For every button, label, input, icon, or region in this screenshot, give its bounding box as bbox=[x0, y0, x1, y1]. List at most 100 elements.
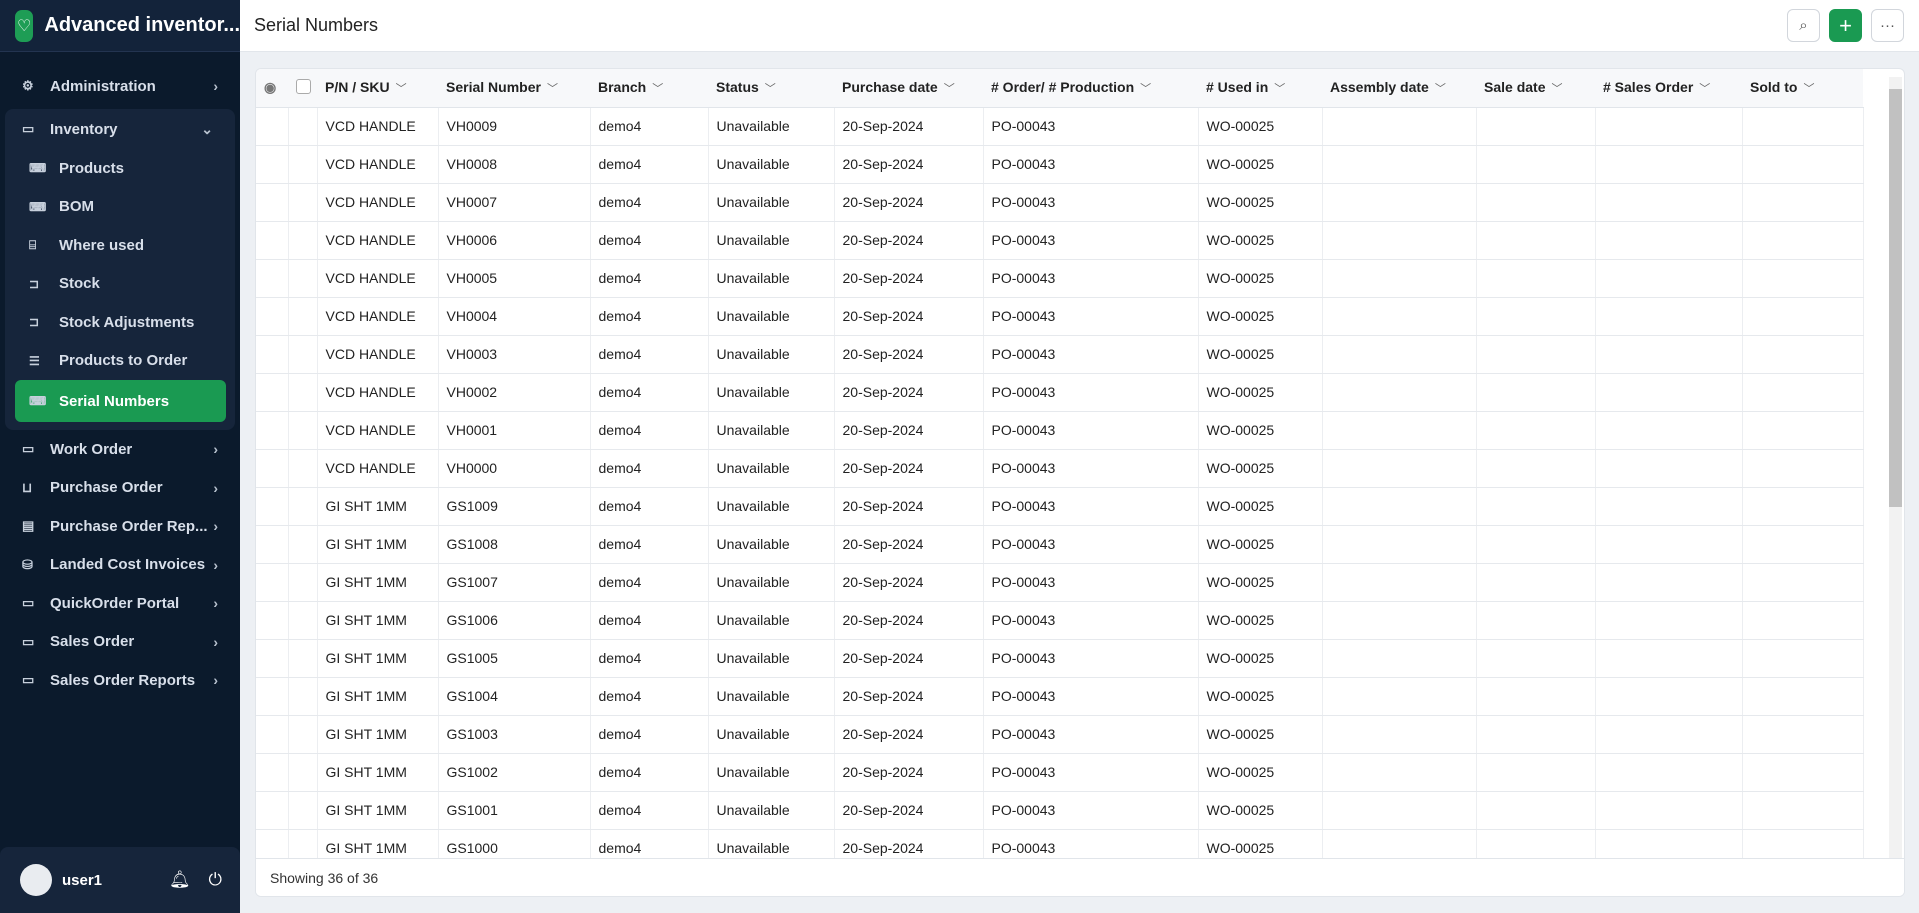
table-row[interactable]: GI SHT 1MM GS1009 demo4 Unavailable 20-Sep-2… bbox=[256, 487, 1864, 526]
table-row[interactable]: VCD HANDLE VH0002 demo4 Unavailable 20-Sep-2… bbox=[256, 373, 1864, 412]
select-all-checkbox[interactable] bbox=[288, 69, 317, 108]
add-button[interactable]: + bbox=[1829, 9, 1862, 42]
row-checkbox-cell[interactable] bbox=[288, 791, 318, 830]
cell-sold-to bbox=[1742, 677, 1864, 716]
column-header-p-n-sku[interactable]: P/N / SKU ﹀ bbox=[317, 69, 438, 108]
table-row[interactable]: VCD HANDLE VH0005 demo4 Unavailable 20-Sep-2… bbox=[256, 259, 1864, 298]
row-spacer bbox=[256, 183, 289, 222]
more-button[interactable]: ··· bbox=[1871, 9, 1904, 42]
row-checkbox-cell[interactable] bbox=[288, 259, 318, 298]
column-header-order-production[interactable]: # Order/ # Production ﹀ bbox=[983, 69, 1198, 108]
sidebar-item-products[interactable]: ⌨ Products bbox=[5, 149, 235, 188]
sidebar-item-inventory[interactable]: ▭ Inventory ⌄ bbox=[5, 109, 235, 149]
table-row[interactable]: VCD HANDLE VH0000 demo4 Unavailable 20-Sep-2… bbox=[256, 449, 1864, 488]
chevron-down-icon[interactable]: ﹀ bbox=[1699, 83, 1711, 96]
row-checkbox-cell[interactable] bbox=[288, 297, 318, 336]
row-checkbox-cell[interactable] bbox=[288, 639, 318, 678]
row-checkbox-cell[interactable] bbox=[288, 487, 318, 526]
row-checkbox-cell[interactable] bbox=[288, 411, 318, 450]
plug-icon[interactable]: ⏻ bbox=[208, 870, 222, 889]
row-checkbox-cell[interactable] bbox=[288, 373, 318, 412]
table-row[interactable]: GI SHT 1MM GS1003 demo4 Unavailable 20-Sep-2… bbox=[256, 715, 1864, 754]
column-header-sold-to[interactable]: Sold to ﹀ bbox=[1742, 69, 1863, 108]
cell-sale-date bbox=[1476, 411, 1596, 450]
table-row[interactable]: GI SHT 1MM GS1002 demo4 Unavailable 20-Sep-2… bbox=[256, 753, 1864, 792]
chevron-down-icon[interactable]: ﹀ bbox=[943, 83, 955, 96]
user-name[interactable]: user1 bbox=[62, 871, 103, 889]
vertical-scrollbar[interactable] bbox=[1889, 77, 1902, 859]
table-row[interactable]: VCD HANDLE VH0008 demo4 Unavailable 20-Sep-2… bbox=[256, 145, 1864, 184]
sidebar-item-work-order[interactable]: ▭ Work Order › bbox=[0, 430, 240, 469]
chevron-down-icon[interactable]: ﹀ bbox=[764, 83, 776, 96]
table-row[interactable]: GI SHT 1MM GS1005 demo4 Unavailable 20-Sep-2… bbox=[256, 639, 1864, 678]
row-checkbox-cell[interactable] bbox=[288, 601, 318, 640]
sidebar-item-sales-order[interactable]: ▭ Sales Order › bbox=[0, 623, 240, 662]
chevron-down-icon[interactable]: ﹀ bbox=[1551, 83, 1563, 96]
column-header-sale-date[interactable]: Sale date ﹀ bbox=[1476, 69, 1595, 108]
chevron-down-icon[interactable]: ﹀ bbox=[1274, 83, 1286, 96]
row-checkbox-cell[interactable] bbox=[288, 221, 318, 260]
search-button[interactable]: ⌕ bbox=[1787, 9, 1820, 42]
column-header-used-in[interactable]: # Used in ﹀ bbox=[1198, 69, 1322, 108]
bell-icon[interactable]: 🔔︎ bbox=[168, 870, 191, 889]
sidebar-item-landed-cost-invoices[interactable]: ⛁ Landed Cost Invoices › bbox=[0, 546, 240, 585]
column-header-purchase-date[interactable]: Purchase date ﹀ bbox=[834, 69, 983, 108]
table-row[interactable]: GI SHT 1MM GS1004 demo4 Unavailable 20-Sep-2… bbox=[256, 677, 1864, 716]
table-row[interactable]: VCD HANDLE VH0009 demo4 Unavailable 20-Sep-2… bbox=[256, 107, 1864, 146]
row-checkbox-cell[interactable] bbox=[288, 563, 318, 602]
row-checkbox-cell[interactable] bbox=[288, 449, 318, 488]
sidebar-item-serial-numbers[interactable]: ⌨ Serial Numbers bbox=[15, 380, 226, 422]
chevron-down-icon[interactable]: ﹀ bbox=[1434, 83, 1446, 96]
sidebar-item-purchase-order-rep[interactable]: ▤ Purchase Order Rep... › bbox=[0, 507, 240, 546]
chevron-down-icon[interactable]: ﹀ bbox=[652, 83, 664, 96]
cell-sales-order bbox=[1595, 487, 1743, 526]
row-checkbox-cell[interactable] bbox=[288, 677, 318, 716]
sidebar-item-where-used[interactable]: ⌸ Where used bbox=[5, 226, 235, 265]
chevron-down-icon[interactable]: ﹀ bbox=[1803, 83, 1815, 96]
sidebar-item-products-to-order[interactable]: ☰ Products to Order bbox=[5, 342, 235, 381]
row-checkbox-cell[interactable] bbox=[288, 525, 318, 564]
sidebar-item-administration[interactable]: ⚙ Administration › bbox=[0, 71, 240, 101]
sidebar-item-stock-adjustments[interactable]: ⊐ Stock Adjustments bbox=[5, 303, 235, 342]
sidebar-item-bom[interactable]: ⌨ BOM bbox=[5, 188, 235, 227]
column-header-serial-number[interactable]: Serial Number ﹀ bbox=[438, 69, 590, 108]
table-row[interactable]: VCD HANDLE VH0006 demo4 Unavailable 20-Sep-2… bbox=[256, 221, 1864, 260]
table-row[interactable]: GI SHT 1MM GS1006 demo4 Unavailable 20-Sep-2… bbox=[256, 601, 1864, 640]
table-row[interactable]: VCD HANDLE VH0007 demo4 Unavailable 20-Sep-2… bbox=[256, 183, 1864, 222]
cell-assembly-date bbox=[1322, 753, 1477, 792]
sidebar-item-quickorder-portal[interactable]: ▭ QuickOrder Portal › bbox=[0, 584, 240, 623]
column-visibility-toggle[interactable]: ◉ bbox=[256, 69, 288, 108]
sidebar-item-purchase-order[interactable]: ⊔ Purchase Order › bbox=[0, 469, 240, 508]
cell-assembly-date bbox=[1322, 145, 1477, 184]
row-checkbox-cell[interactable] bbox=[288, 183, 318, 222]
cell-p-n-sku: GI SHT 1MM bbox=[317, 487, 439, 526]
sidebar-item-label: Administration bbox=[50, 77, 156, 95]
column-header-status[interactable]: Status ﹀ bbox=[708, 69, 834, 108]
table-row[interactable]: GI SHT 1MM GS1008 demo4 Unavailable 20-Sep-2… bbox=[256, 525, 1864, 564]
avatar[interactable] bbox=[20, 864, 52, 896]
chevron-down-icon[interactable]: ﹀ bbox=[546, 83, 558, 96]
column-header-sales-order[interactable]: # Sales Order ﹀ bbox=[1595, 69, 1742, 108]
chevron-down-icon[interactable]: ﹀ bbox=[1140, 83, 1152, 96]
row-checkbox-cell[interactable] bbox=[288, 107, 318, 146]
table-row[interactable]: GI SHT 1MM GS1007 demo4 Unavailable 20-Sep-2… bbox=[256, 563, 1864, 602]
column-header-assembly-date[interactable]: Assembly date ﹀ bbox=[1322, 69, 1476, 108]
sidebar-item-sales-order-reports[interactable]: ▭ Sales Order Reports › bbox=[0, 661, 240, 700]
table-row[interactable]: VCD HANDLE VH0003 demo4 Unavailable 20-Sep-2… bbox=[256, 335, 1864, 374]
app-brand[interactable]: ♡ Advanced inventor... bbox=[0, 0, 240, 52]
sidebar-item-label: Stock bbox=[59, 275, 100, 293]
column-header-branch[interactable]: Branch ﹀ bbox=[590, 69, 708, 108]
row-spacer bbox=[256, 563, 289, 602]
table-row[interactable]: VCD HANDLE VH0001 demo4 Unavailable 20-Sep-2… bbox=[256, 411, 1864, 450]
sidebar-item-stock[interactable]: ⊐ Stock bbox=[5, 265, 235, 304]
chevron-down-icon[interactable]: ﹀ bbox=[395, 83, 407, 96]
row-checkbox-cell[interactable] bbox=[288, 753, 318, 792]
table-row[interactable]: VCD HANDLE VH0004 demo4 Unavailable 20-Sep-2… bbox=[256, 297, 1864, 336]
table-row[interactable]: GI SHT 1MM GS1001 demo4 Unavailable 20-Sep-2… bbox=[256, 791, 1864, 830]
cell-purchase-date: 20-Sep-2024 bbox=[834, 411, 984, 450]
row-checkbox-cell[interactable] bbox=[288, 145, 318, 184]
row-checkbox-cell[interactable] bbox=[288, 715, 318, 754]
table-row[interactable]: GI SHT 1MM GS1000 demo4 Unavailable 20-Sep-2… bbox=[256, 829, 1864, 868]
row-checkbox-cell[interactable] bbox=[288, 335, 318, 374]
scrollbar-thumb[interactable] bbox=[1889, 89, 1902, 507]
